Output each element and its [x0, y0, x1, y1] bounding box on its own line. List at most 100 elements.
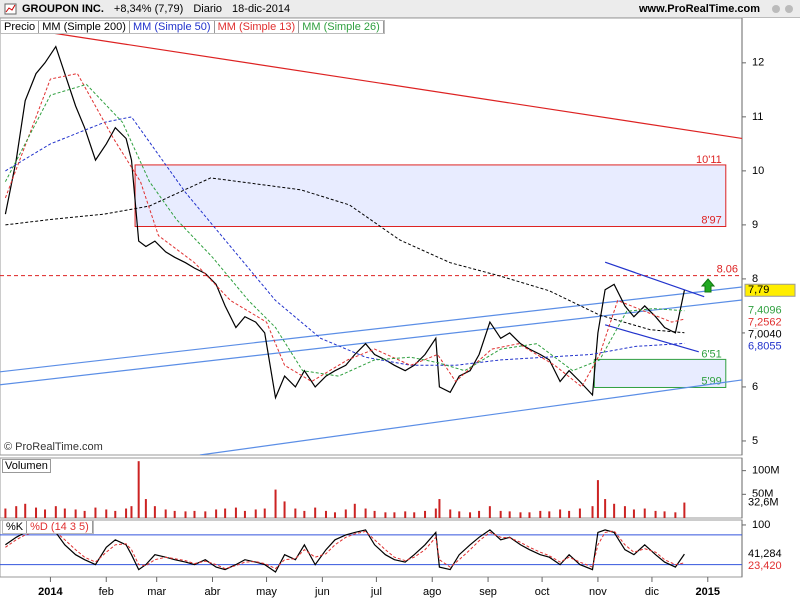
trendline — [199, 379, 742, 455]
volume-bar — [643, 508, 646, 518]
volume-bar — [193, 510, 196, 518]
volume-bar — [274, 489, 277, 518]
last-value-box — [744, 283, 796, 297]
volume-bar — [424, 510, 427, 518]
volume-bar — [654, 510, 657, 518]
x-tick-label: oct — [535, 586, 550, 598]
volume-bar — [539, 510, 542, 518]
volume-bar — [632, 509, 635, 518]
last-value-label: 7,0040 — [748, 329, 782, 341]
x-tick-label: nov — [589, 586, 607, 598]
legend-entry: Precio — [1, 21, 40, 33]
last-value-label: 23,420 — [748, 560, 782, 572]
volume-bar — [449, 509, 452, 518]
volume-bar — [4, 508, 7, 518]
price-legend: Precio MM (Simple 200) MM (Simple 50) MM (S… — [0, 20, 385, 34]
last-value-label: 7,4096 — [748, 305, 782, 317]
volume-bar — [153, 506, 156, 518]
volume-bar — [137, 461, 140, 518]
legend-entry: MM (Simple 26) — [299, 21, 384, 33]
x-tick-label: dic — [645, 586, 660, 598]
zone-label: 10'11 — [696, 154, 722, 166]
x-tick-label: jun — [314, 586, 330, 598]
volume-bar — [333, 512, 336, 518]
level-label: 8.06 — [717, 264, 738, 276]
x-tick-label: 2014 — [38, 586, 63, 598]
volume-bar — [488, 506, 491, 518]
volume-bar — [130, 506, 133, 518]
volume-bar — [613, 503, 616, 518]
header: GROUPON INC. +8,34% (7,79) Diario 18-dic… — [0, 0, 800, 18]
volume-bar — [263, 508, 266, 518]
volume-bar — [324, 510, 327, 518]
volume-bar — [15, 506, 18, 518]
y-tick-label: 10 — [752, 165, 764, 177]
series-line — [4, 45, 685, 400]
volume-bar — [364, 508, 367, 518]
volume-bar — [283, 501, 286, 518]
legend-entry: MM (Simple 50) — [130, 21, 215, 33]
volume-bar — [559, 509, 562, 518]
volume-bar — [164, 509, 167, 518]
volume-bar — [144, 499, 147, 518]
volume-bar — [243, 510, 246, 518]
y-tick-label: 100M — [752, 465, 780, 477]
series-line — [5, 177, 685, 334]
x-tick-label: abr — [205, 586, 221, 598]
volume-bar — [674, 512, 677, 518]
volume-bar — [215, 509, 218, 518]
volume-bar — [184, 511, 187, 518]
signal-arrow — [700, 278, 716, 293]
trendline — [0, 24, 742, 140]
volume-bar — [393, 512, 396, 518]
volume-bar — [683, 502, 686, 518]
series-line — [5, 529, 685, 573]
volume-bar — [94, 507, 97, 518]
zone-label: 8'97 — [701, 214, 721, 226]
volume-bar — [353, 503, 356, 518]
volume-bar — [623, 506, 626, 518]
x-tick-label: 2015 — [696, 586, 720, 598]
volume-bar — [254, 509, 257, 518]
volume-bar — [434, 508, 437, 518]
volume-bar — [604, 499, 607, 518]
volume-title: Volumen — [2, 459, 51, 473]
date: 18-dic-2014 — [232, 2, 291, 15]
x-tick-label: feb — [99, 586, 114, 598]
series-line — [5, 530, 685, 570]
volume-bar — [35, 507, 38, 518]
volume-bar — [499, 510, 502, 518]
trendline — [0, 286, 742, 373]
plot-area — [4, 461, 686, 518]
zone — [134, 164, 727, 228]
volume-bar — [404, 511, 407, 518]
last-value-label: 41,284 — [748, 548, 782, 560]
last-value-label: 7,79 — [748, 284, 769, 296]
plot-area: 10'118'976'515'998.06 — [0, 24, 742, 455]
volume-bar — [591, 506, 594, 518]
zone-label: 6'51 — [701, 348, 721, 360]
plot-area — [0, 529, 742, 573]
series-line — [4, 83, 685, 377]
series-line — [4, 73, 685, 388]
volume-bar — [373, 510, 376, 518]
last-value-label: 32,6M — [748, 496, 779, 508]
y-tick-label: 6 — [752, 381, 758, 393]
change: +8,34% (7,79) — [113, 2, 184, 15]
trendline — [604, 261, 705, 298]
volume-bar — [596, 480, 599, 518]
legend-entry: MM (Simple 200) — [39, 21, 130, 33]
window-icons[interactable] — [770, 3, 796, 15]
volume-bar — [548, 511, 551, 518]
volume-bar — [458, 511, 461, 518]
trendline — [604, 324, 699, 353]
site: www.ProRealTime.com — [638, 2, 760, 15]
panel-frame — [0, 17, 743, 456]
x-tick-label: ago — [423, 586, 441, 598]
x-tick-label: may — [256, 586, 277, 598]
y-tick-label: 5 — [752, 435, 758, 447]
y-tick-label: 12 — [752, 57, 764, 69]
volume-bar — [663, 511, 666, 518]
legend-entry: %K — [3, 521, 28, 533]
